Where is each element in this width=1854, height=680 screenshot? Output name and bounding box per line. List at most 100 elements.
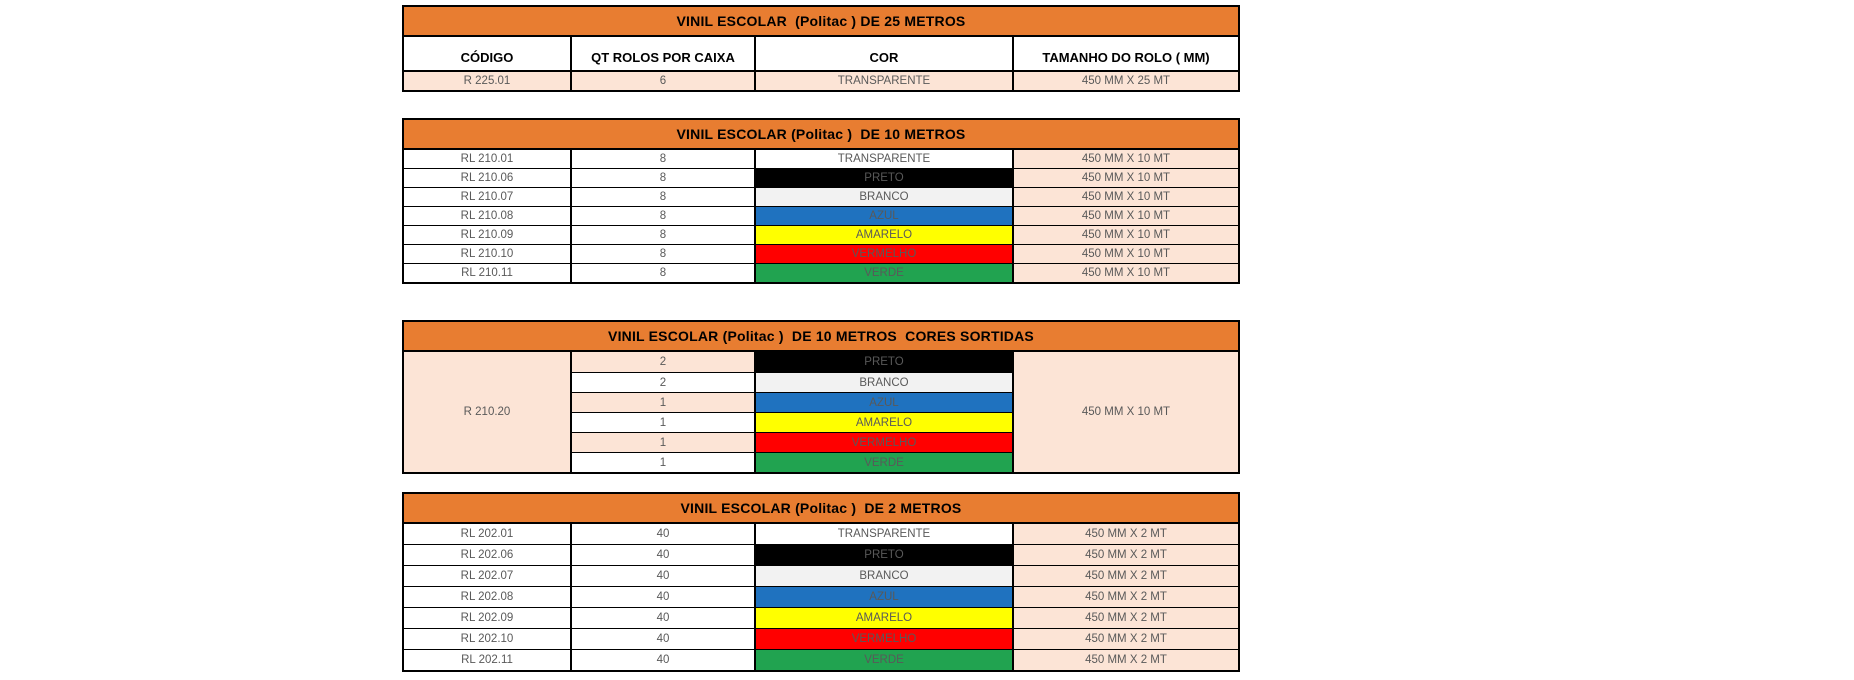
cell-tamanho: 450 MM X 25 MT [1014,72,1238,90]
cell-tamanho: 450 MM X 10 MT [1014,207,1238,225]
table-row: RL 202.08 40 AZUL 450 MM X 2 MT [404,586,1238,607]
table-title: VINIL ESCOLAR (Politac ) DE 25 METROS [404,7,1238,37]
table-row: RL 210.01 8 TRANSPARENTE 450 MM X 10 MT [404,150,1238,168]
cell-qt: 1 [572,412,756,432]
table-header-row: CÓDIGO QT ROLOS POR CAIXA COR TAMANHO DO… [404,37,1238,72]
cell-qt: 8 [572,207,756,225]
cell-qt: 6 [572,72,756,90]
table-row: RL 210.10 8 VERMELHO 450 MM X 10 MT [404,244,1238,263]
cell-qt: 8 [572,226,756,244]
cell-cor: TRANSPARENTE [756,524,1014,544]
table-title: VINIL ESCOLAR (Politac ) DE 2 METROS [404,494,1238,524]
table-body: RL 202.01 40 TRANSPARENTE 450 MM X 2 MT RL 2… [404,524,1238,670]
cell-cor: PRETO [756,169,1014,187]
cell-qt: 8 [572,188,756,206]
cell-qt: 40 [572,629,756,649]
cell-qt: 2 [572,352,756,372]
cell-qt: 8 [572,150,756,168]
cell-qt: 1 [572,432,756,452]
cell-cor: VERMELHO [756,629,1014,649]
cell-qt: 40 [572,524,756,544]
header-cell-codigo: CÓDIGO [404,37,572,70]
cell-cor: AZUL [756,392,1014,412]
table-row: RL 210.11 8 VERDE 450 MM X 10 MT [404,263,1238,282]
table-title: VINIL ESCOLAR (Politac ) DE 10 METROS [404,120,1238,150]
table-row: RL 202.06 40 PRETO 450 MM X 2 MT [404,544,1238,565]
cell-qt: 40 [572,608,756,628]
cell-tamanho: 450 MM X 10 MT [1014,245,1238,263]
cell-tamanho: 450 MM X 2 MT [1014,587,1238,607]
cell-cor: VERMELHO [756,432,1014,452]
tables-wrap: VINIL ESCOLAR (Politac ) DE 25 METROS CÓ… [402,5,1240,672]
cell-codigo: RL 210.07 [404,188,572,206]
cell-qt: 1 [572,392,756,412]
cell-cor: BRANCO [756,188,1014,206]
cell-tamanho: 450 MM X 10 MT [1014,150,1238,168]
cell-codigo: RL 210.10 [404,245,572,263]
cell-codigo: RL 210.11 [404,264,572,282]
cell-codigo: RL 202.10 [404,629,572,649]
cell-codigo: RL 202.09 [404,608,572,628]
cell-codigo: RL 210.06 [404,169,572,187]
cell-qt: 1 [572,452,756,472]
cell-tamanho: 450 MM X 2 MT [1014,629,1238,649]
cell-tamanho: 450 MM X 10 MT [1014,169,1238,187]
header-cell-cor: COR [756,37,1014,70]
table-vinil-escolar-2m: VINIL ESCOLAR (Politac ) DE 2 METROS RL … [402,492,1240,672]
table-row: RL 202.10 40 VERMELHO 450 MM X 2 MT [404,628,1238,649]
table-row: RL 202.11 40 VERDE 450 MM X 2 MT [404,649,1238,670]
cell-tamanho: 450 MM X 10 MT [1014,226,1238,244]
cell-tamanho: 450 MM X 2 MT [1014,650,1238,670]
table-row: RL 202.01 40 TRANSPARENTE 450 MM X 2 MT [404,524,1238,544]
cell-codigo: RL 202.11 [404,650,572,670]
cell-qt: 8 [572,264,756,282]
cell-cor: TRANSPARENTE [756,72,1014,90]
cell-codigo: RL 210.09 [404,226,572,244]
cell-tamanho-merged: 450 MM X 10 MT [1014,352,1238,472]
table-row: RL 210.09 8 AMARELO 450 MM X 10 MT [404,225,1238,244]
cell-codigo-merged: R 210.20 [404,352,572,472]
cell-tamanho: 450 MM X 2 MT [1014,566,1238,586]
table-vinil-escolar-10m-sortidas: VINIL ESCOLAR (Politac ) DE 10 METROS CO… [402,320,1240,474]
table-body: R 225.01 6 TRANSPARENTE 450 MM X 25 MT [404,72,1238,90]
cell-cor: VERDE [756,650,1014,670]
cell-codigo: RL 202.06 [404,545,572,565]
cell-tamanho: 450 MM X 10 MT [1014,264,1238,282]
cell-qt: 40 [572,566,756,586]
cell-cor: AMARELO [756,608,1014,628]
cell-cor: TRANSPARENTE [756,150,1014,168]
cell-codigo: RL 202.07 [404,566,572,586]
cell-cor: VERDE [756,452,1014,472]
cell-cor: VERMELHO [756,245,1014,263]
table-body: RL 210.01 8 TRANSPARENTE 450 MM X 10 MT RL 2… [404,150,1238,282]
cell-qt: 40 [572,650,756,670]
cell-cor: VERDE [756,264,1014,282]
cell-qt: 2 [572,372,756,392]
cell-tamanho: 450 MM X 2 MT [1014,524,1238,544]
table-row: RL 202.07 40 BRANCO 450 MM X 2 MT [404,565,1238,586]
cell-tamanho: 450 MM X 2 MT [1014,545,1238,565]
cell-qt: 40 [572,587,756,607]
cell-qt: 40 [572,545,756,565]
cell-cor: AMARELO [756,226,1014,244]
table-row: RL 202.09 40 AMARELO 450 MM X 2 MT [404,607,1238,628]
header-cell-qt: QT ROLOS POR CAIXA [572,37,756,70]
cell-tamanho: 450 MM X 2 MT [1014,608,1238,628]
cell-cor: AZUL [756,207,1014,225]
table-row: RL 210.07 8 BRANCO 450 MM X 10 MT [404,187,1238,206]
cell-cor: PRETO [756,545,1014,565]
cell-cor: PRETO [756,352,1014,372]
table-row: RL 210.08 8 AZUL 450 MM X 10 MT [404,206,1238,225]
table-body: R 210.20 450 MM X 10 MT 2 PRETO 2 BRANCO 1 AZUL… [404,352,1238,472]
cell-codigo: RL 210.01 [404,150,572,168]
table-vinil-escolar-10m: VINIL ESCOLAR (Politac ) DE 10 METROS RL… [402,118,1240,284]
cell-codigo: RL 202.08 [404,587,572,607]
table-row: R 225.01 6 TRANSPARENTE 450 MM X 25 MT [404,72,1238,90]
cell-codigo: RL 202.01 [404,524,572,544]
cell-cor: AMARELO [756,412,1014,432]
cell-tamanho: 450 MM X 10 MT [1014,188,1238,206]
header-cell-tamanho: TAMANHO DO ROLO ( MM) [1014,37,1238,70]
table-row: RL 210.06 8 PRETO 450 MM X 10 MT [404,168,1238,187]
cell-cor: BRANCO [756,566,1014,586]
